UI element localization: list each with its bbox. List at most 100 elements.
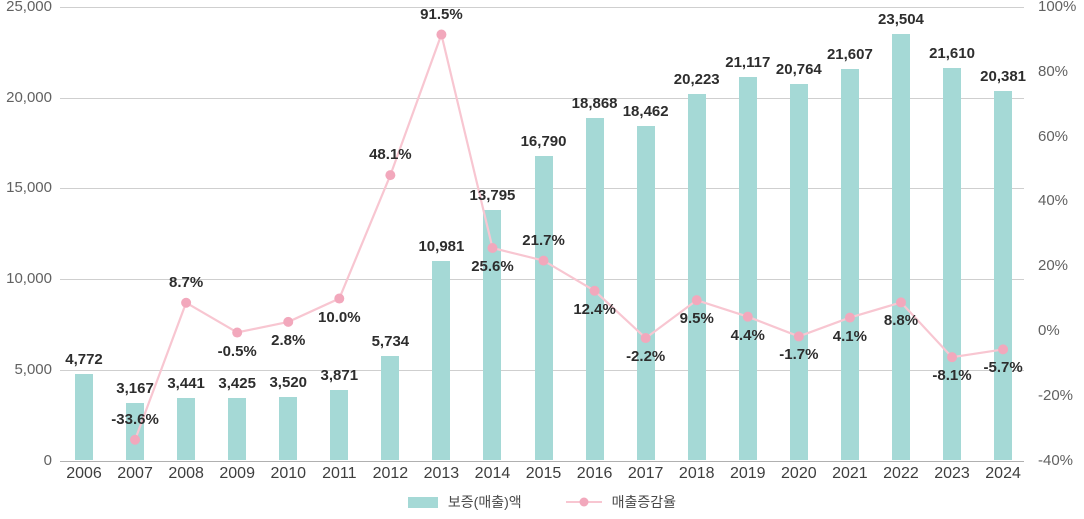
x-axis-tick-label: 2012 [372, 465, 409, 482]
line-point-label: -1.7% [779, 346, 819, 364]
line-point-label: 8.8% [883, 312, 919, 330]
bar[interactable] [891, 34, 910, 461]
line-point[interactable] [998, 344, 1009, 355]
line-point[interactable] [691, 295, 702, 306]
line-point-label: -2.2% [626, 348, 666, 366]
gridline [60, 97, 1024, 99]
line-point-label: -0.5% [217, 342, 257, 360]
line-point-label: 25.6% [471, 258, 514, 275]
bar-value-label: 3,871 [320, 367, 359, 385]
line-point[interactable] [947, 352, 958, 363]
bar-value-label: 20,381 [980, 67, 1027, 85]
bar[interactable] [75, 373, 93, 461]
growth-rate-line [134, 30, 1004, 441]
line-point[interactable] [130, 434, 141, 445]
bar[interactable] [126, 403, 145, 461]
line-point[interactable] [487, 243, 498, 254]
bar-value-label: 3,520 [269, 373, 308, 391]
bar[interactable] [534, 155, 553, 461]
bar-value-label: 3,167 [116, 380, 154, 398]
bar[interactable] [330, 390, 349, 461]
bar[interactable] [483, 210, 502, 461]
x-axis-tick-label: 2014 [474, 465, 511, 482]
line-point-label: 10.0% [318, 308, 361, 326]
x-axis-tick-label: 2006 [66, 465, 102, 482]
bar-value-label: 20,764 [775, 60, 822, 78]
bar[interactable] [177, 398, 196, 461]
x-axis-tick-label: 2024 [985, 465, 1021, 482]
x-axis-tick-label: 2023 [934, 465, 970, 482]
x-axis-tick-label: 2009 [219, 465, 255, 482]
line-point-label: 48.1% [369, 146, 412, 164]
bar-value-label: 21,117 [725, 54, 771, 72]
line-point-label: 91.5% [420, 5, 463, 23]
left-axis-tick-label: 5,000 [14, 360, 52, 378]
line-point[interactable] [232, 327, 243, 338]
x-axis-tick-label: 2013 [423, 465, 460, 482]
x-axis-tick-label: 2018 [678, 465, 715, 482]
left-axis-tick-label: 0 [43, 451, 52, 469]
line-series-swatch-icon [565, 497, 602, 507]
left-axis-tick-label: 25,000 [6, 0, 52, 15]
bar[interactable] [994, 90, 1013, 461]
bar-series-swatch-icon [407, 496, 438, 508]
bar-value-label: 13,795 [469, 187, 516, 205]
line-point-label: -5.7% [983, 359, 1023, 377]
bar[interactable] [789, 83, 808, 461]
bar-value-label: 20,223 [673, 70, 720, 88]
right-axis-tick-label: 80% [1038, 62, 1069, 80]
bar[interactable] [840, 68, 859, 461]
gridline [60, 7, 1024, 8]
bar-value-label: 18,868 [571, 95, 618, 113]
line-point[interactable] [538, 255, 549, 266]
line-point-label: -33.6% [111, 410, 159, 428]
right-axis-tick-label: 20% [1038, 257, 1069, 275]
x-axis-tick-label: 2022 [883, 465, 919, 482]
bar[interactable] [687, 93, 706, 461]
line-point[interactable] [436, 29, 447, 40]
line-point[interactable] [640, 333, 651, 344]
bar[interactable] [381, 356, 400, 461]
line-point[interactable] [895, 297, 906, 308]
bar[interactable] [636, 125, 655, 461]
legend-label-bar-series: 보증(매출)액 [447, 494, 522, 510]
legend-label-line-series: 매출증감율 [611, 494, 677, 510]
legend-item-bar-series[interactable]: 보증(매출)액 [407, 492, 522, 512]
left-axis-tick-label: 10,000 [6, 270, 52, 288]
bar[interactable] [943, 68, 962, 461]
line-point[interactable] [181, 297, 192, 308]
line-point[interactable] [589, 285, 600, 296]
line-point[interactable] [793, 331, 804, 342]
legend-item-line-series[interactable]: 매출증감율 [565, 492, 677, 512]
bar[interactable] [279, 396, 298, 461]
bar-value-label: 23,504 [878, 11, 924, 29]
bar[interactable] [432, 261, 451, 461]
bar[interactable] [738, 77, 757, 461]
bar-value-label: 4,772 [65, 350, 103, 368]
bar-value-label: 16,790 [520, 132, 567, 150]
line-point-label: 12.4% [573, 300, 616, 318]
x-axis-tick-label: 2011 [322, 465, 357, 482]
left-axis-tick-label: 20,000 [6, 88, 52, 106]
line-point-label: -8.1% [932, 367, 972, 385]
line-point[interactable] [334, 293, 345, 304]
line-point[interactable] [283, 316, 294, 327]
line-point[interactable] [385, 170, 396, 181]
right-axis-tick-label: -40% [1038, 451, 1074, 469]
line-point[interactable] [844, 312, 855, 323]
x-axis-tick-label: 2020 [781, 465, 817, 482]
bar-value-label: 5,734 [371, 333, 410, 351]
x-axis-tick-label: 2010 [270, 465, 307, 482]
x-axis-tick-label: 2016 [576, 465, 613, 482]
line-point[interactable] [742, 311, 753, 322]
x-axis-tick-label: 2019 [729, 465, 766, 482]
bar-value-label: 21,610 [929, 45, 975, 63]
x-axis-tick-label: 2017 [627, 465, 664, 482]
x-axis-tick-label: 2007 [117, 465, 153, 482]
bar[interactable] [228, 398, 247, 461]
right-axis-tick-label: 0% [1038, 321, 1060, 339]
x-axis-baseline [60, 460, 1024, 462]
bar-value-label: 3,425 [218, 375, 256, 393]
